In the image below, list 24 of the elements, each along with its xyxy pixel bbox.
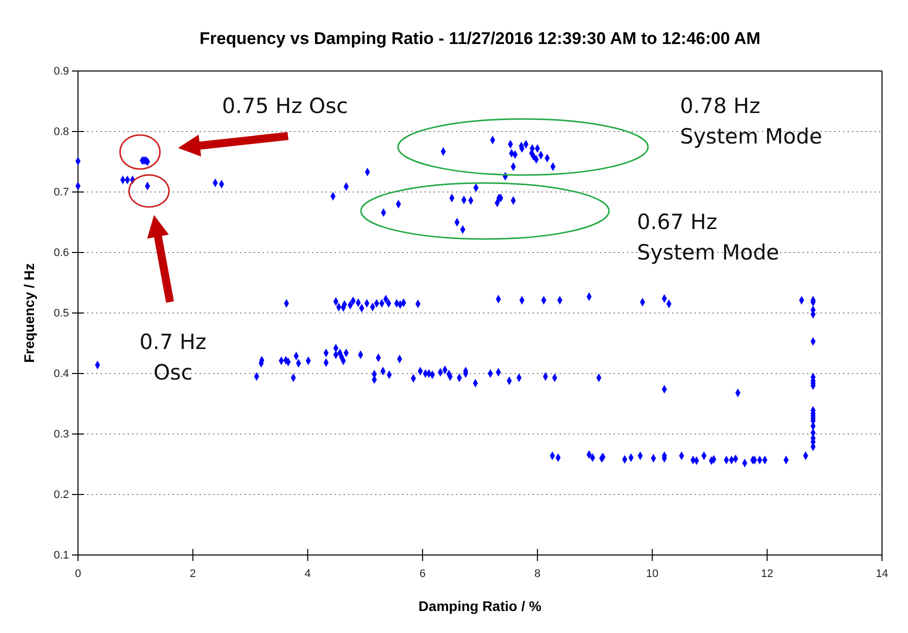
y-tick-label: 0.7 bbox=[54, 186, 69, 199]
x-tick-label: 0 bbox=[74, 568, 82, 580]
x-tick-label: 12 bbox=[761, 568, 774, 580]
y-tick-label: 0.3 bbox=[54, 428, 69, 441]
annotation: 0.67 Hz System Mode bbox=[637, 210, 780, 264]
y-tick-label: 0.1 bbox=[54, 550, 69, 562]
chart-title: Frequency vs Damping Ratio - 11/27/2016 12:39:30 AM to 12:46:00 AM bbox=[200, 29, 760, 48]
annotation: 0.78 Hz System Mode bbox=[680, 94, 822, 148]
x-tick-label: 8 bbox=[534, 568, 540, 580]
x-axis-title: Damping Ratio / % bbox=[418, 598, 542, 614]
annotation: 0.7 Hz Osc bbox=[140, 330, 206, 384]
y-tick-label: 0.4 bbox=[54, 368, 69, 380]
y-tick-label: 0.5 bbox=[54, 308, 69, 320]
y-tick-label: 0.6 bbox=[54, 247, 69, 260]
x-tick-label: 6 bbox=[420, 568, 426, 580]
y-tick-label: 0.2 bbox=[54, 489, 69, 502]
x-tick-label: 4 bbox=[304, 568, 311, 580]
y-tick-label: 0.9 bbox=[54, 66, 69, 78]
x-tick-label: 10 bbox=[646, 568, 658, 580]
y-tick-label: 0.8 bbox=[54, 126, 69, 138]
annotation: 0.75 Hz Osc bbox=[222, 94, 348, 118]
x-tick-label: 14 bbox=[876, 568, 888, 580]
y-axis-title: Frequency / Hz bbox=[21, 263, 37, 363]
x-tick-label: 2 bbox=[190, 568, 196, 580]
